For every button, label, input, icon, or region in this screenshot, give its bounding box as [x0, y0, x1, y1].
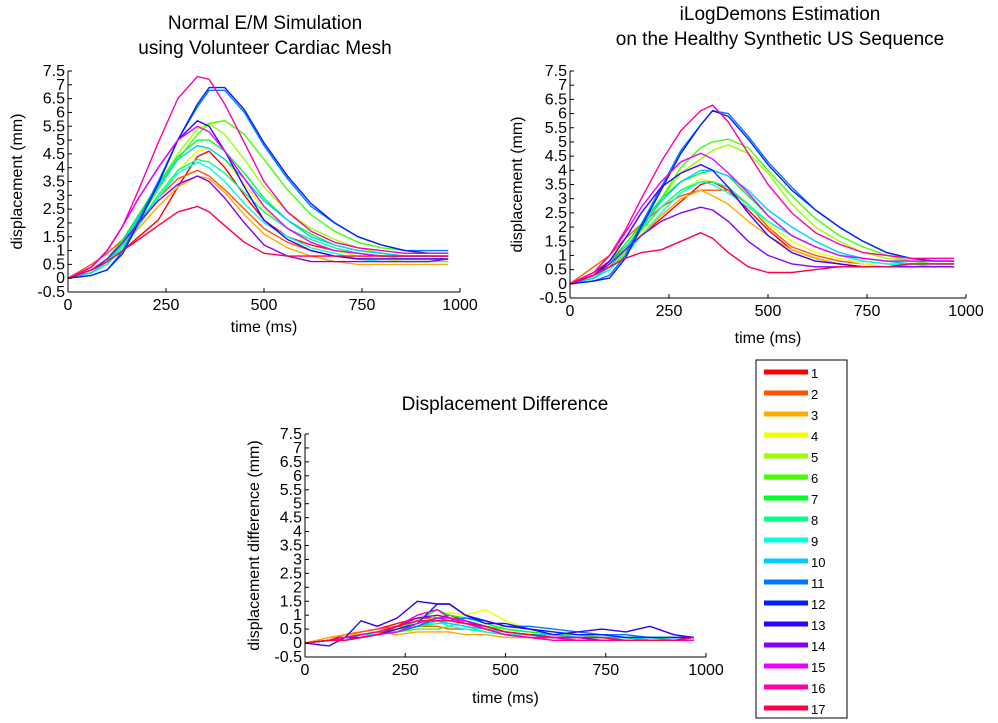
legend-label: 10: [811, 555, 825, 570]
x-axis-label: time (ms): [472, 690, 539, 707]
x-tick-label: 1000: [442, 297, 478, 314]
x-tick-label: 750: [349, 297, 376, 314]
x-tick-label: 250: [392, 662, 419, 679]
chart-title-line: Normal E/M Simulation: [168, 13, 362, 34]
series-group: [68, 77, 448, 279]
legend-label: 5: [811, 450, 818, 465]
series-line-8: [570, 182, 954, 284]
x-tick-label: 500: [492, 662, 519, 679]
legend-label: 1: [811, 366, 818, 381]
legend-label: 7: [811, 492, 818, 507]
chart-title-line: on the Healthy Synthetic US Sequence: [616, 29, 944, 50]
series-line-1: [570, 182, 954, 284]
x-tick-label: 250: [153, 297, 180, 314]
panel-ilogdemons-estimation: iLogDemons Estimation on the Healthy Synt…: [509, 4, 984, 347]
chart-title-line: iLogDemons Estimation: [680, 4, 881, 25]
legend-label: 13: [811, 618, 825, 633]
x-tick-label: 500: [251, 297, 278, 314]
chart-title-line: Displacement Difference: [402, 394, 609, 415]
x-tick-label: 1000: [948, 303, 984, 320]
legend-label: 6: [811, 471, 818, 486]
legend-label: 17: [811, 702, 825, 717]
chart-title-line: using Volunteer Cardiac Mesh: [138, 38, 391, 59]
legend-label: 14: [811, 639, 825, 654]
legend-label: 3: [811, 408, 818, 423]
y-axis-label: displacement (mm): [9, 113, 26, 249]
x-tick-label: 0: [64, 297, 73, 314]
legend-label: 12: [811, 597, 825, 612]
legend-label: 11: [811, 576, 825, 591]
x-tick-label: 500: [755, 303, 782, 320]
y-axis-label: displacement difference (mm): [246, 440, 263, 650]
legend-label: 8: [811, 513, 818, 528]
series-group: [305, 601, 694, 646]
x-axis-label: time (ms): [231, 319, 298, 336]
x-tick-label: 0: [301, 662, 310, 679]
x-tick-label: 750: [854, 303, 881, 320]
series-line-9: [570, 182, 954, 284]
x-axis-label: time (ms): [735, 330, 802, 347]
legend-label: 15: [811, 660, 825, 675]
series-line-5: [570, 145, 954, 284]
legend-label: 16: [811, 681, 825, 696]
y-tick-label: 7.5: [43, 63, 65, 80]
panel-normal-simulation: Normal E/M Simulation using Volunteer Car…: [9, 13, 478, 336]
legend-label: 9: [811, 534, 818, 549]
panel-displacement-difference: Displacement Difference-0.500.511.522.53…: [246, 394, 724, 707]
x-tick-label: 750: [592, 662, 619, 679]
x-tick-label: 250: [656, 303, 683, 320]
legend-label: 4: [811, 429, 818, 444]
x-tick-label: 1000: [688, 662, 724, 679]
x-tick-label: 0: [566, 303, 575, 320]
y-axis-label: displacement (mm): [509, 116, 526, 252]
y-tick-label: 7.5: [280, 426, 302, 443]
series-group: [570, 105, 954, 284]
legend-label: 2: [811, 387, 818, 402]
y-tick-label: 7.5: [545, 63, 567, 80]
